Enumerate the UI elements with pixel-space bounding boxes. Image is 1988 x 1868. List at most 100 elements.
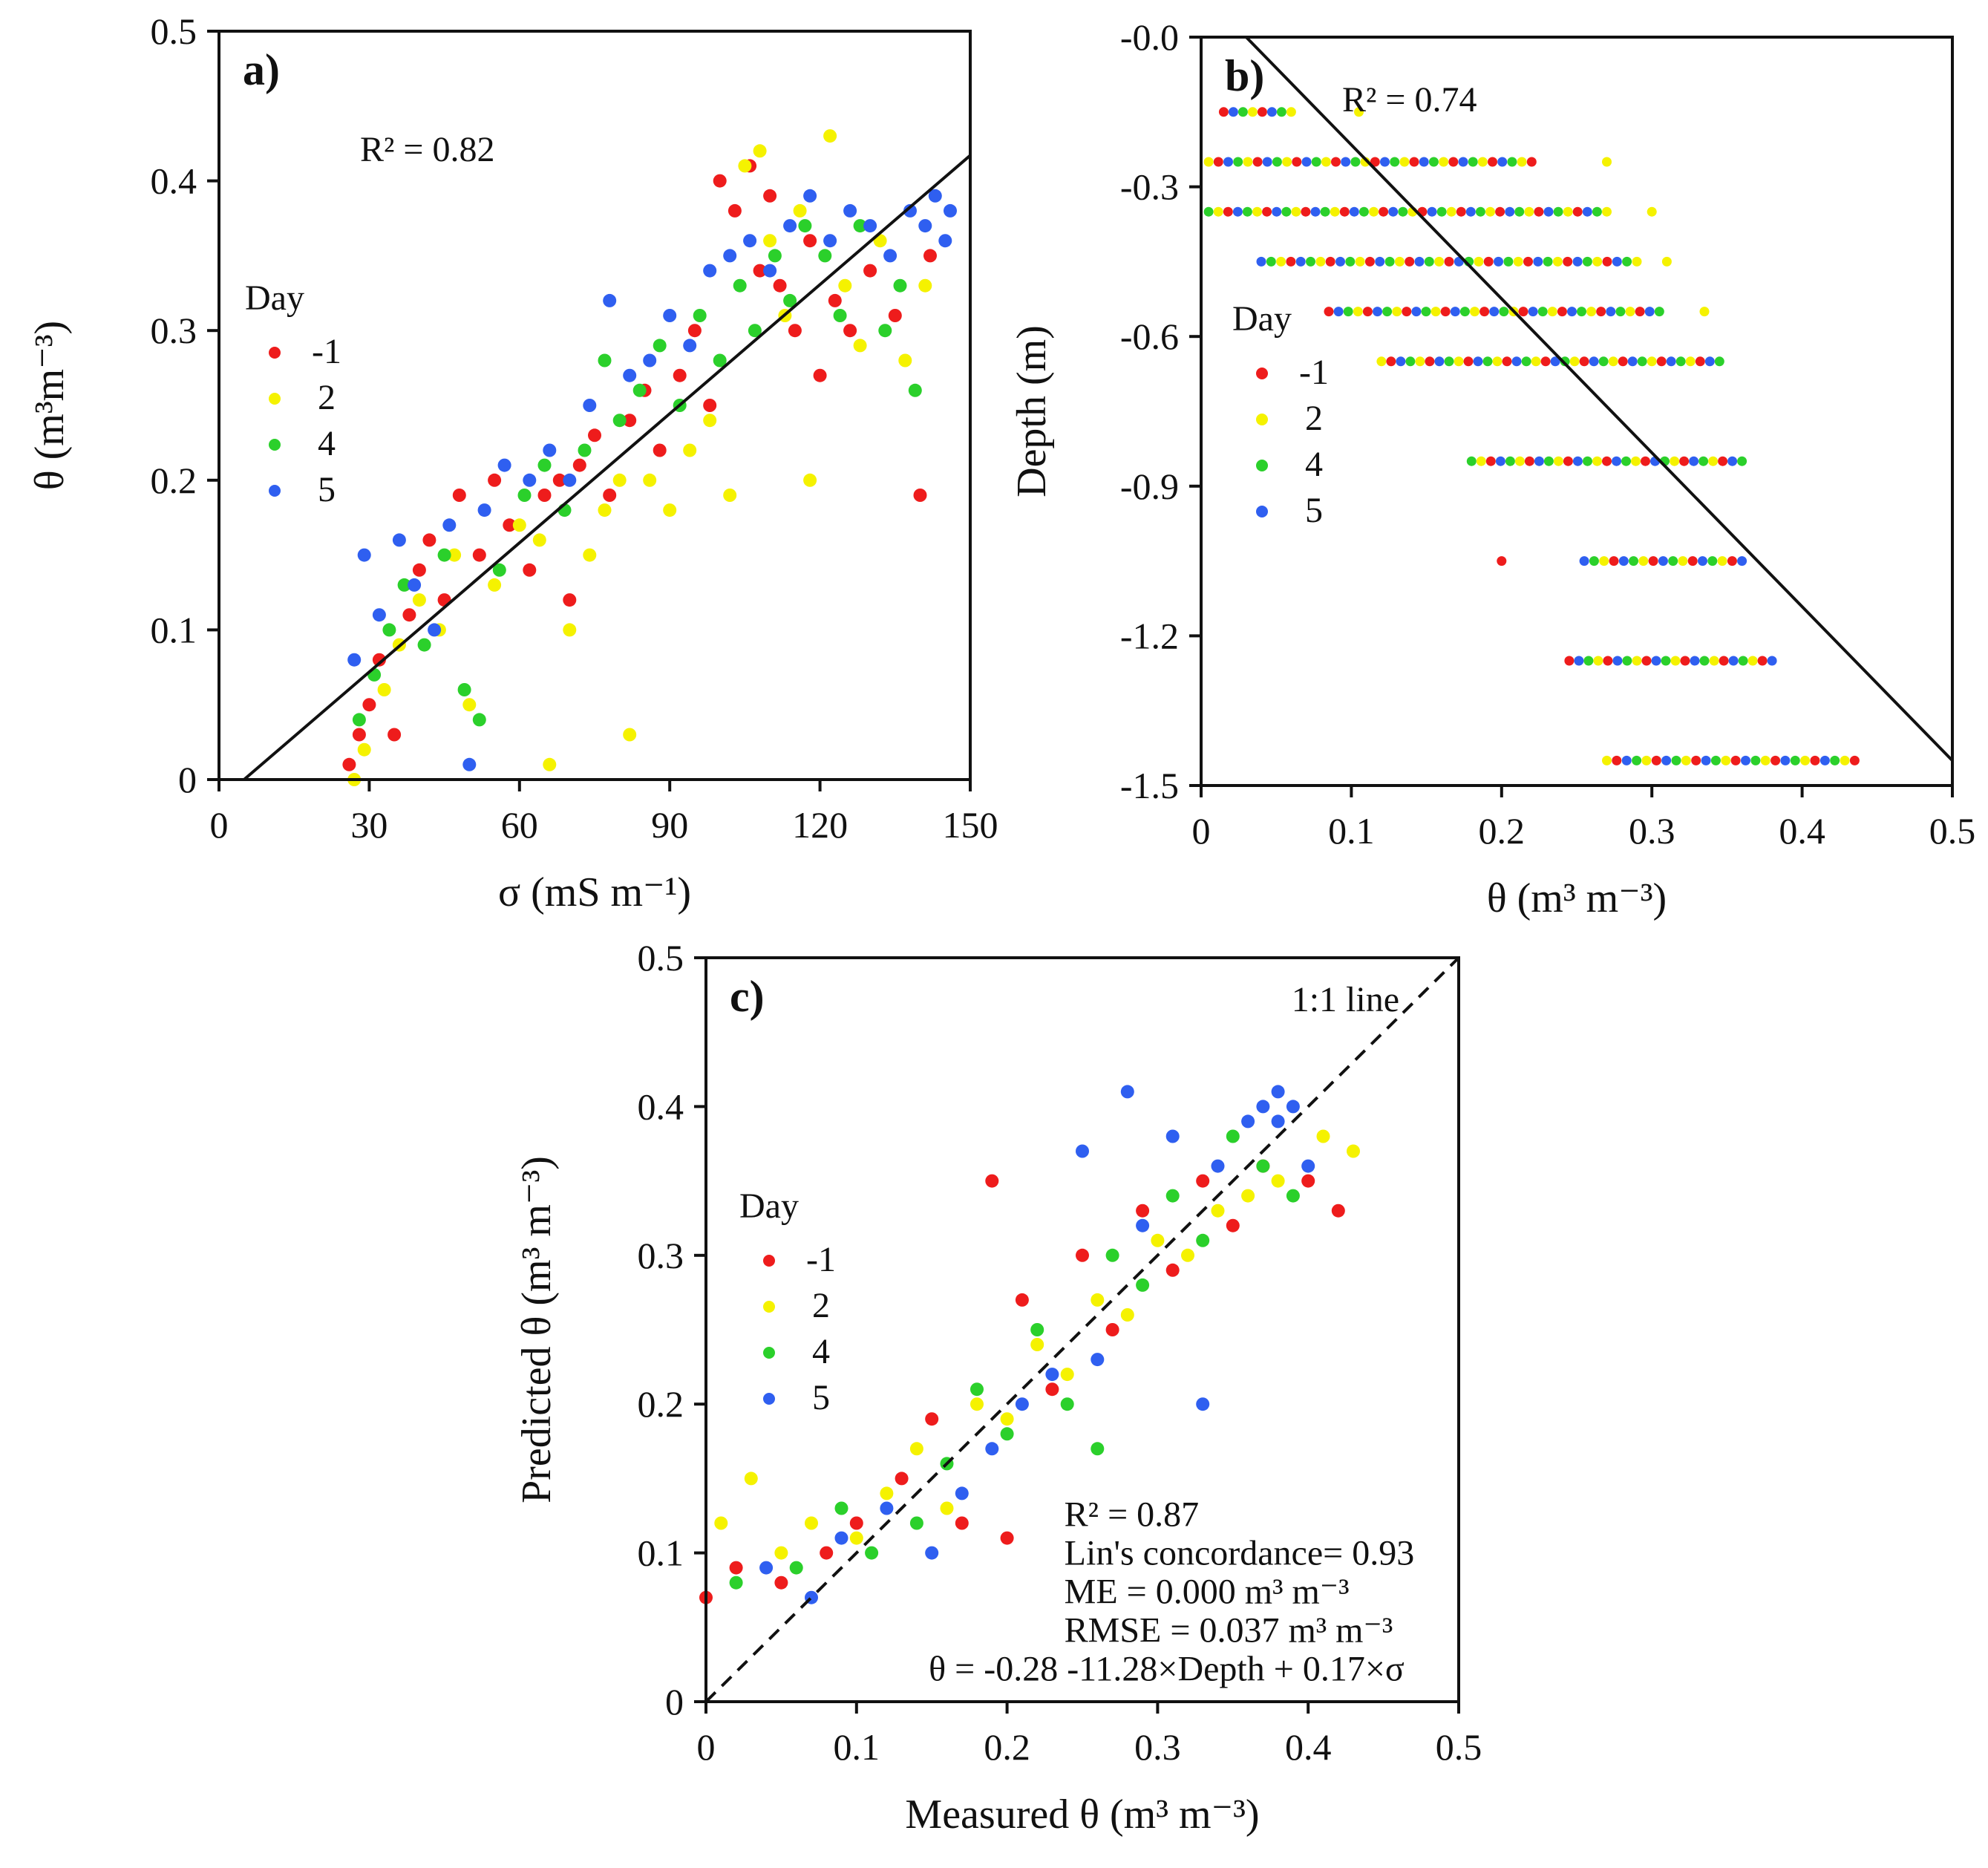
x-tick-label-c-0: 0 [697,1726,716,1768]
point-b-row1-28 [1477,157,1488,167]
point-a-day5-23 [783,219,797,233]
y-tick-label-a-1: 0.1 [151,609,197,650]
point-a-day4-23 [783,293,797,307]
point-b-row8-9 [1651,656,1661,666]
legend-label-b-1: 2 [1305,399,1323,438]
point-b-row7-5 [1629,556,1638,566]
point-b-row5-23 [1598,356,1609,367]
point-a-day2-24 [763,234,777,248]
x-tick-label-c-4: 0.4 [1285,1726,1332,1768]
point-c-day-1-1 [729,1561,743,1575]
point-b-row7-10 [1678,556,1688,566]
point-c-day2-4 [849,1531,863,1545]
point-a-day-1-15 [552,473,566,487]
point-a-day-1-18 [588,428,601,442]
r-squared-a: R² = 0.82 [360,130,494,169]
point-b-outlier-2 [1661,256,1672,267]
point-a-day4-16 [653,339,667,353]
point-a-day5-25 [823,234,837,248]
point-a-day4-12 [578,443,592,457]
point-b-row5-4 [1415,356,1425,367]
y-tick-label-a-5: 0.5 [151,10,197,52]
legend-label-a-3: 5 [318,470,336,509]
points-c [699,1085,1360,1604]
point-a-day-1-17 [572,458,586,472]
point-b-row1-19 [1390,157,1400,167]
point-b-row5-16 [1531,356,1541,367]
point-b-row0-6 [1276,107,1286,117]
point-b-row8-5 [1612,656,1623,666]
point-b-row9-22 [1819,755,1830,765]
point-b-row1-29 [1488,157,1497,167]
point-a-day5-6 [442,518,457,532]
point-b-row1-30 [1497,157,1508,167]
point-c-day5-7 [1015,1397,1029,1411]
legend-marker-b-0 [1256,368,1268,379]
point-b-row9-15 [1750,755,1761,765]
point-b-row7-7 [1648,556,1658,566]
point-b-row9-25 [1849,755,1860,765]
point-b-row1-3 [1233,157,1243,167]
point-b-row9-12 [1721,755,1731,765]
point-b-row3-36 [1612,256,1622,267]
point-b-row6-22 [1679,456,1690,466]
point-b-row4-32 [1635,307,1645,317]
point-c-day2-15 [1181,1248,1194,1262]
point-b-row2-36 [1553,206,1563,217]
point-c-day5-12 [1136,1218,1150,1232]
point-c-day-1-14 [1136,1204,1150,1218]
point-c-day4-10 [1091,1442,1105,1456]
point-a-day2-15 [612,473,627,487]
point-a-day-1-24 [687,324,702,338]
point-b-row8-1 [1574,656,1584,666]
point-b-row7-11 [1687,556,1698,566]
point-b-row3-29 [1543,256,1553,267]
point-c-day4-14 [1196,1233,1210,1247]
point-a-day4-3 [397,578,411,592]
point-b-row1-20 [1399,157,1410,167]
point-c-day2-6 [909,1442,923,1456]
point-b-row7-13 [1707,556,1718,566]
point-c-day2-16 [1211,1204,1225,1218]
legend-label-a-0: -1 [312,332,341,371]
point-b-row2-29 [1485,206,1495,217]
point-b-row6-21 [1670,456,1680,466]
point-a-day4-24 [798,219,812,233]
point-b-row3-34 [1592,256,1603,267]
point-b-row9-2 [1621,755,1632,765]
point-b-row8-0 [1564,656,1575,666]
point-b-row4-22 [1537,307,1548,317]
point-b-row6-3 [1495,456,1505,466]
point-a-day2-2 [377,683,391,696]
point-b-row6-11 [1572,456,1583,466]
x-tick-label-b-3: 0.3 [1629,810,1675,852]
point-b-row2-35 [1543,206,1554,217]
point-c-day5-3 [880,1501,894,1515]
x-axis-title-b: θ (m³ m⁻³) [1487,875,1667,921]
point-a-day-1-25 [703,399,717,412]
point-a-day-1-10 [472,548,486,562]
point-b-row7-14 [1717,556,1727,566]
point-a-day5-7 [462,757,477,771]
point-b-row9-20 [1800,755,1811,765]
y-axis-title-b: Depth (m) [1009,325,1055,497]
point-a-day5-21 [743,234,757,248]
point-b-row9-5 [1651,755,1661,765]
y-tick-label-b-2: -0.6 [1120,316,1179,357]
point-c-day5-14 [1196,1397,1210,1411]
point-c-day4-6 [970,1382,984,1397]
point-b-row6-26 [1718,456,1728,466]
point-c-day4-16 [1256,1159,1270,1173]
point-a-day5-4 [408,578,422,592]
y-tick-label-c-3: 0.3 [638,1235,684,1276]
y-tick-label-c-1: 0.1 [638,1532,684,1574]
point-a-day-1-5 [402,608,416,622]
point-a-day5-3 [392,533,406,547]
point-b-outlier-1 [1647,206,1657,217]
y-tick-label-a-0: 0 [178,759,197,800]
point-c-day-1-11 [1045,1382,1059,1397]
point-b-row9-4 [1641,755,1652,765]
x-tick-label-a-1: 30 [350,804,388,846]
point-c-day2-18 [1271,1174,1285,1188]
point-b-row0-3 [1247,107,1258,117]
